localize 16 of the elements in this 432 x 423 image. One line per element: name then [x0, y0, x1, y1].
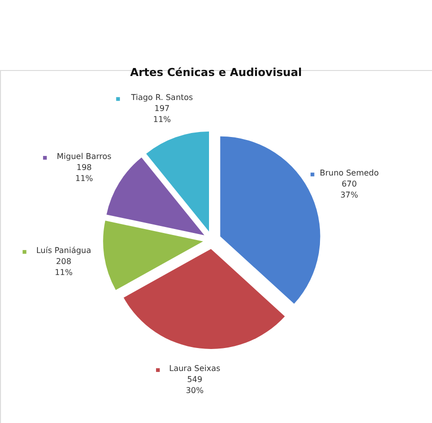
data-label: 670	[342, 179, 357, 188]
legend-label: Miguel Barros	[56, 152, 112, 161]
text: 11%	[75, 174, 94, 183]
legend-label: Laura Seixas	[169, 364, 220, 374]
text: 37%	[340, 190, 359, 200]
legend-label: Tiago R. Santos	[130, 93, 193, 102]
data-label: 549	[187, 375, 202, 384]
text: 30%	[186, 386, 204, 396]
text: 11%	[153, 115, 172, 124]
data-label: 208	[56, 256, 72, 266]
text: 11%	[54, 268, 73, 277]
data-label: 197	[154, 104, 170, 113]
legend-label: Luís Paniágua	[36, 246, 92, 255]
chart-title: Artes Cénicas e Audiovisual	[130, 66, 302, 79]
data-label: 198	[76, 162, 92, 172]
legend-label: Bruno Semedo	[320, 168, 379, 178]
